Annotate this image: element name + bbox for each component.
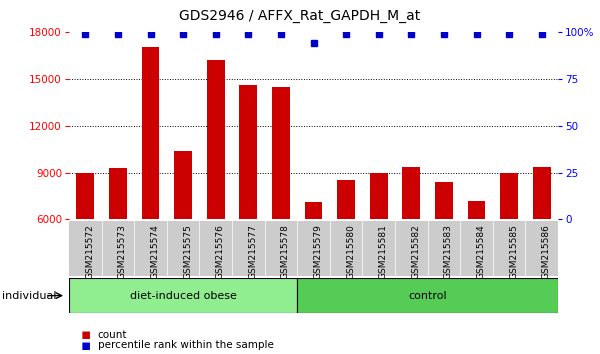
Text: GSM215575: GSM215575 [183, 224, 192, 279]
Text: GSM215576: GSM215576 [216, 224, 224, 279]
Bar [435, 182, 453, 219]
Bar [467, 201, 485, 219]
Text: GSM215577: GSM215577 [248, 224, 257, 279]
Text: GSM215574: GSM215574 [151, 224, 160, 279]
Bar [297, 278, 558, 313]
Text: percentile rank within the sample: percentile rank within the sample [98, 340, 274, 350]
Text: GSM215580: GSM215580 [346, 224, 355, 279]
Bar [76, 173, 94, 219]
Text: GSM215585: GSM215585 [509, 224, 518, 279]
Text: count: count [98, 330, 127, 339]
Bar [370, 173, 388, 219]
Bar [500, 173, 518, 219]
Text: GSM215584: GSM215584 [476, 224, 485, 279]
Text: diet-induced obese: diet-induced obese [130, 291, 236, 301]
Bar [69, 278, 297, 313]
Text: GSM215578: GSM215578 [281, 224, 290, 279]
Text: GSM215583: GSM215583 [444, 224, 453, 279]
Text: GSM215581: GSM215581 [379, 224, 388, 279]
Bar [142, 47, 160, 219]
Text: GSM215586: GSM215586 [542, 224, 551, 279]
Text: control: control [408, 291, 447, 301]
Bar [403, 167, 420, 219]
Text: GSM215579: GSM215579 [314, 224, 323, 279]
Text: GSM215582: GSM215582 [412, 224, 420, 279]
Text: GSM215573: GSM215573 [118, 224, 127, 279]
Bar [305, 202, 322, 219]
Bar [533, 167, 551, 219]
Bar [272, 87, 290, 219]
Bar [109, 168, 127, 219]
Bar [174, 151, 192, 219]
Text: individual: individual [2, 291, 56, 301]
Bar [239, 85, 257, 219]
Text: ▪: ▪ [81, 327, 91, 342]
Text: ▪: ▪ [81, 338, 91, 353]
Bar [207, 60, 224, 219]
Text: GSM215572: GSM215572 [85, 224, 94, 279]
Text: GDS2946 / AFFX_Rat_GAPDH_M_at: GDS2946 / AFFX_Rat_GAPDH_M_at [179, 9, 421, 23]
Bar [337, 179, 355, 219]
